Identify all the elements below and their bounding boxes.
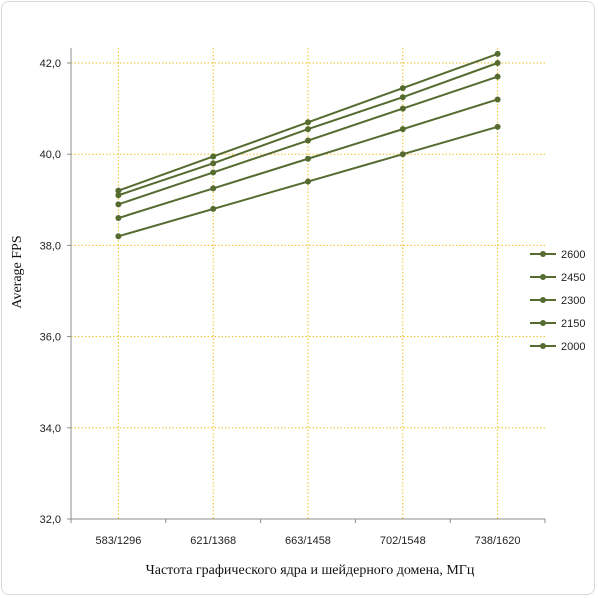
legend-label: 2000 [561, 341, 585, 353]
series-2150 [115, 96, 501, 222]
data-point-2000 [115, 233, 122, 240]
legend-item-2300: 2300 [530, 295, 585, 307]
y-tick-label: 38,0 [40, 240, 61, 252]
legend-item-2600: 2600 [530, 249, 585, 261]
legend-item-2150: 2150 [530, 318, 585, 330]
legend-marker [540, 274, 546, 280]
data-point-2450 [399, 94, 406, 101]
data-point-2300 [494, 73, 501, 80]
series-2000 [115, 123, 501, 240]
data-point-2600 [494, 50, 501, 57]
x-tick-label: 702/1548 [380, 535, 426, 547]
legend: 2600 2450 2300 2150 2000 [530, 249, 585, 353]
data-point-2300 [399, 105, 406, 112]
data-point-2300 [305, 137, 311, 144]
y-tick-labels: 32,0 34,0 36,0 38,0 40,0 42,0 [40, 58, 61, 526]
legend-marker [540, 297, 546, 303]
legend-item-2450: 2450 [530, 272, 585, 284]
data-point-2000 [399, 151, 406, 158]
data-point-2600 [399, 85, 406, 92]
legend-marker [540, 343, 546, 349]
x-tick-label: 583/1296 [95, 535, 141, 547]
series-2450 [115, 60, 501, 199]
series-2300 [115, 73, 501, 208]
data-point-2450 [494, 60, 501, 66]
data-point-2150 [494, 96, 501, 103]
legend-label: 2300 [561, 295, 585, 307]
data-point-2450 [210, 160, 217, 167]
data-point-2600 [305, 119, 311, 126]
data-point-2300 [115, 201, 122, 208]
data-point-2000 [305, 178, 311, 185]
legend-label: 2450 [561, 272, 585, 284]
data-point-2600 [115, 187, 122, 194]
y-tick-label: 42,0 [40, 58, 61, 70]
x-tick-label: 663/1458 [285, 535, 331, 547]
x-tick-labels: 583/1296 621/1368 663/1458 702/1548 738/1620 [95, 535, 520, 547]
y-tick-label: 32,0 [40, 514, 61, 526]
grid-lines [67, 48, 546, 523]
data-point-2150 [399, 126, 406, 133]
data-point-2300 [210, 169, 217, 176]
x-tick-label: 621/1368 [190, 535, 236, 547]
x-axis-title: Частота графического ядра и шейдерного д… [146, 563, 475, 578]
legend-label: 2600 [561, 249, 585, 261]
data-point-2450 [305, 126, 311, 133]
data-point-2150 [115, 215, 122, 222]
legend-marker [540, 251, 546, 257]
data-point-2600 [210, 153, 217, 160]
series-2600 [115, 50, 501, 194]
x-tick-label: 738/1620 [475, 535, 521, 547]
legend-marker [540, 320, 546, 326]
legend-label: 2150 [561, 318, 585, 330]
y-tick-label: 36,0 [40, 332, 61, 344]
y-tick-label: 34,0 [40, 423, 61, 435]
legend-item-2000: 2000 [530, 341, 585, 353]
data-point-2000 [210, 205, 217, 212]
y-axis-title: Average FPS [10, 235, 25, 308]
data-point-2150 [305, 155, 311, 162]
y-tick-label: 40,0 [40, 149, 61, 161]
series-lines [115, 50, 501, 240]
data-point-2450 [115, 192, 122, 199]
data-point-2000 [494, 123, 501, 130]
data-point-2150 [210, 185, 217, 192]
